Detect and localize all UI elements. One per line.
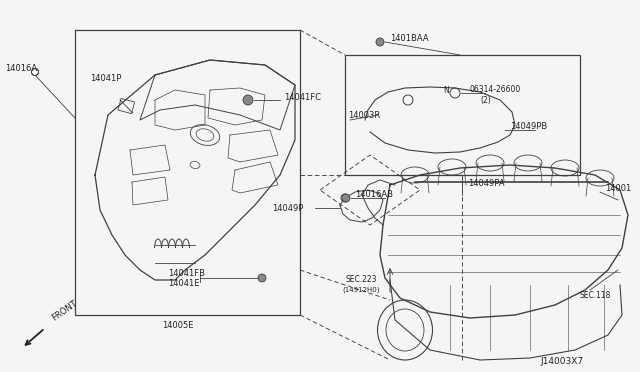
Text: (14912H0): (14912H0) [342, 287, 380, 293]
Text: 14005E: 14005E [163, 321, 194, 330]
Text: 14016AB: 14016AB [355, 189, 393, 199]
Text: FRONT: FRONT [50, 299, 79, 323]
Text: N: N [443, 86, 449, 94]
Text: 14041FB: 14041FB [168, 269, 205, 279]
Text: 14049P: 14049P [272, 203, 303, 212]
Text: 14041E: 14041E [168, 279, 200, 288]
Circle shape [342, 194, 350, 202]
Text: SEC.223: SEC.223 [346, 276, 378, 285]
Text: SEC.118: SEC.118 [580, 291, 611, 299]
Circle shape [243, 95, 253, 105]
Text: 14041FC: 14041FC [284, 93, 321, 102]
Text: 14049PB: 14049PB [510, 122, 547, 131]
Bar [345, 55, 580, 175]
Circle shape [376, 38, 384, 46]
Text: 14003R: 14003R [348, 110, 380, 119]
Text: 14001: 14001 [605, 183, 631, 192]
Text: (2): (2) [480, 96, 491, 105]
Bar [75, 30, 300, 315]
Text: 14041P: 14041P [90, 74, 122, 83]
Text: 1401BAA: 1401BAA [390, 33, 429, 42]
Circle shape [31, 68, 38, 76]
Bar [118, 99, 134, 113]
Text: 14049PA: 14049PA [468, 179, 504, 187]
Text: 14016A: 14016A [5, 64, 37, 73]
Text: J14003X7: J14003X7 [540, 357, 583, 366]
Text: 06314-26600: 06314-26600 [470, 84, 521, 93]
Circle shape [258, 274, 266, 282]
